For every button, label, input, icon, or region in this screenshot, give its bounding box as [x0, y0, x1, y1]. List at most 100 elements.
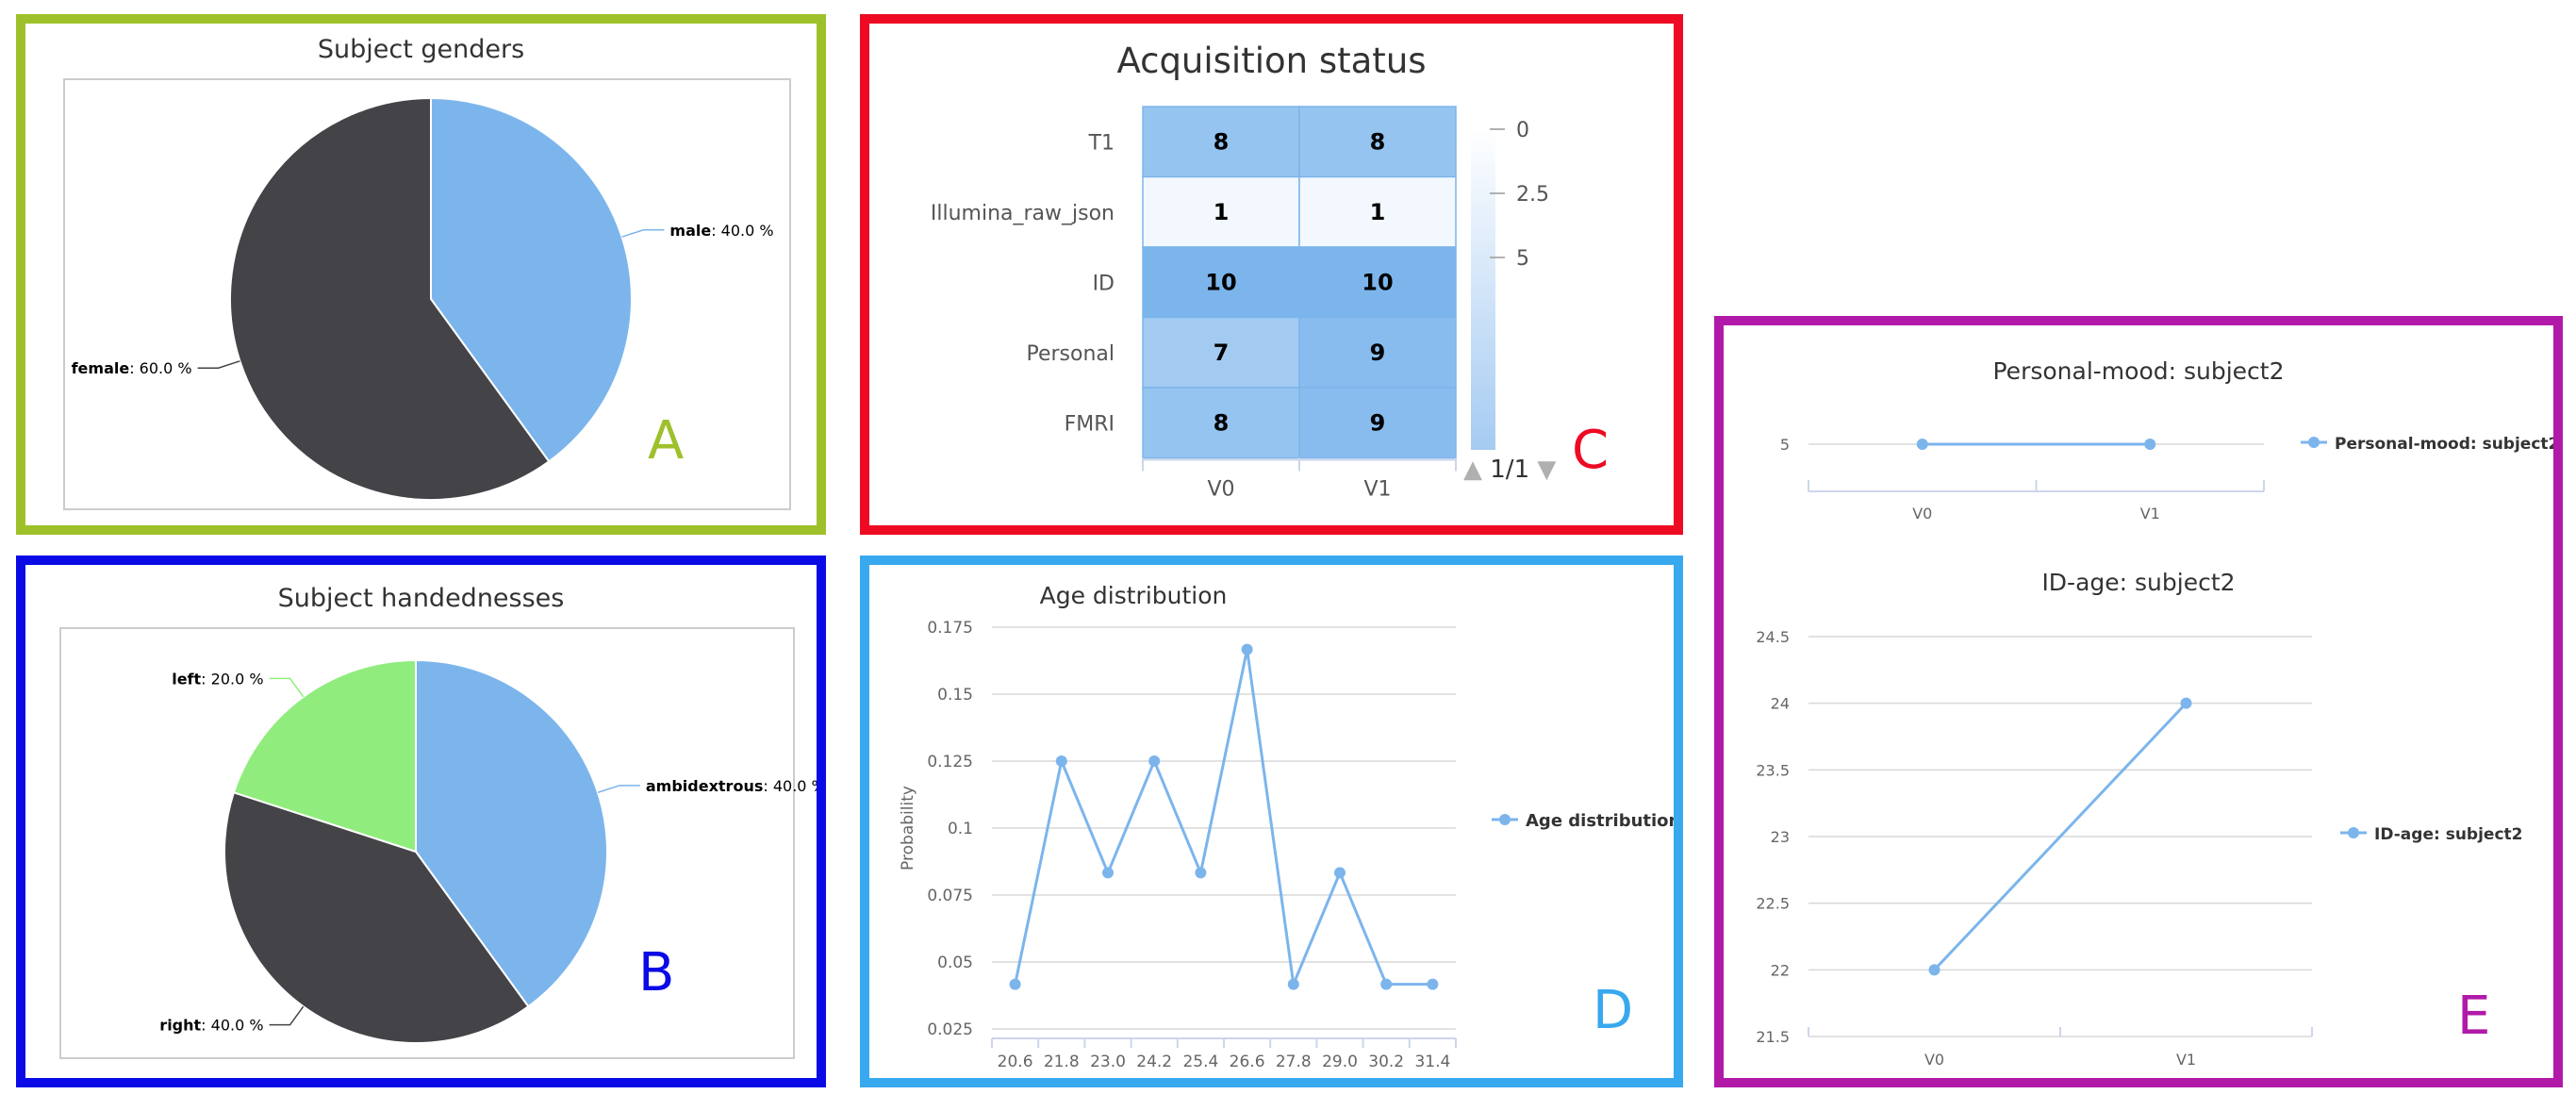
panel-letter: C: [1572, 420, 1610, 481]
panel-letter: D: [1593, 980, 1634, 1041]
data-label: left: 20.0 %: [172, 670, 263, 688]
data-point: [1009, 978, 1021, 990]
heatmap-cell: [1298, 106, 1457, 178]
panel-c: Acquisition status T1 8 8 Illumina_raw_json…: [860, 14, 1683, 535]
data-label-connector: [269, 677, 305, 698]
data-label: ambidextrous: 40.0 %: [646, 777, 817, 795]
y-tick-label: 23: [1771, 828, 1790, 846]
chart-title: ID-age: subject2: [2041, 569, 2236, 596]
row-label: Personal: [1026, 342, 1115, 366]
legend-marker: [1499, 814, 1511, 825]
data-point: [1916, 439, 1928, 450]
page-indicator: 1/1: [1490, 456, 1530, 484]
data-point: [1148, 755, 1161, 767]
x-tick-label: 20.6: [998, 1053, 1033, 1071]
legend-label: ID-age: subject2: [2374, 825, 2522, 844]
data-point: [1427, 978, 1439, 990]
x-tick-label: 27.8: [1276, 1053, 1312, 1071]
x-tick-label: 31.4: [1414, 1053, 1450, 1071]
cell-value: 9: [1370, 340, 1386, 366]
page-up-arrow-icon[interactable]: ▲: [1463, 456, 1482, 484]
chart-title: Age distribution: [1039, 582, 1228, 609]
y-tick-label: 24: [1771, 695, 1790, 713]
data-point: [1055, 755, 1067, 767]
y-tick-label: 23.5: [1756, 761, 1790, 779]
panel-letter: E: [2457, 986, 2491, 1047]
cell-value: 10: [1205, 269, 1236, 295]
heatmap-cell: [1298, 387, 1457, 459]
heatmap-cell: [1142, 316, 1300, 389]
y-tick-label: 0.175: [927, 619, 973, 638]
data-label: right: 40.0 %: [159, 1017, 263, 1035]
color-axis-bar: [1471, 129, 1495, 450]
acquisition-heatmap: T1 8 8 Illumina_raw_json 1 1 ID 10 10 Personal 7 9 F…: [931, 106, 1549, 502]
y-tick-label: 24.5: [1756, 628, 1790, 646]
color-axis-label: 2.5: [1516, 183, 1549, 207]
heatmap-cell: [1298, 316, 1457, 389]
x-tick-label: 29.0: [1322, 1053, 1358, 1071]
heatmap-cell: [1142, 387, 1300, 459]
panel-letter: B: [638, 942, 675, 1003]
cell-value: 1: [1214, 199, 1230, 225]
pie-slice: [415, 658, 608, 1008]
data-point: [2144, 439, 2156, 450]
data-label-connector: [597, 785, 640, 793]
y-tick-label: 0.1: [948, 820, 973, 838]
x-tick-label: V0: [1924, 1051, 1944, 1069]
data-label: male: 40.0 %: [669, 222, 773, 240]
x-tick-label: 23.0: [1090, 1053, 1126, 1071]
x-tick-label: 21.8: [1044, 1053, 1080, 1071]
cell-value: 8: [1370, 128, 1386, 155]
y-axis-label: Probability: [899, 786, 917, 871]
data-label: female: 60.0 %: [72, 359, 192, 377]
series-line: [1933, 702, 2188, 971]
panel-b: Subject handednesses ambidextrous: 40.0 …: [16, 556, 826, 1087]
legend-marker: [2348, 827, 2359, 838]
legend-label: Personal-mood: subject2: [2335, 435, 2553, 454]
panel-e: Personal-mood: subject2 ID-age: subject2…: [1714, 316, 2563, 1087]
heatmap-cell: [1142, 106, 1300, 178]
plot-frame: [63, 78, 791, 510]
panel-d: Age distribution 0.025 0.05 0.075 0.1 0.125 0…: [860, 556, 1683, 1087]
legend-label: Age distribution: [1526, 811, 1674, 831]
subject2-line-charts: 5 V0 V1 Personal-mood: subject2 21.5 22 22.5 23…: [1756, 435, 2553, 1069]
data-point: [1195, 867, 1207, 879]
legend-pagination: ▲ 1/1 ▼: [1463, 456, 1556, 484]
data-point: [1334, 867, 1346, 879]
data-label-connector: [197, 360, 240, 369]
plot-frame: [59, 627, 795, 1059]
cell-value: 9: [1370, 409, 1386, 436]
data-point: [2180, 697, 2192, 709]
y-tick-label: 0.05: [937, 953, 973, 972]
heatmap-cell: [1298, 246, 1457, 319]
data-point: [1241, 643, 1253, 655]
gender-pie-chart: male: 40.0 % female: 60.0 %: [72, 96, 774, 501]
cell-value: 8: [1214, 128, 1230, 155]
x-tick-label: 24.2: [1136, 1053, 1172, 1071]
data-point: [1287, 978, 1299, 990]
y-tick-label: 0.15: [937, 686, 973, 705]
column-label: V0: [1207, 478, 1234, 502]
page-down-arrow-icon[interactable]: ▼: [1537, 456, 1557, 484]
x-tick-label: 30.2: [1368, 1053, 1404, 1071]
y-tick-label: 22.5: [1756, 895, 1790, 913]
heatmap-cell: [1142, 175, 1300, 248]
y-tick-label: 22: [1771, 961, 1790, 979]
series-line: [1014, 649, 1433, 990]
chart-title: Subject handednesses: [277, 584, 565, 613]
x-tick-label: 26.6: [1230, 1053, 1265, 1071]
y-tick-label: 5: [1780, 436, 1790, 454]
panel-letter: A: [648, 410, 685, 472]
row-label: FMRI: [1065, 412, 1115, 436]
x-tick-label: V1: [2176, 1051, 2196, 1069]
color-axis-label: 0: [1516, 119, 1529, 142]
y-tick-label: 0.125: [927, 753, 973, 771]
x-tick-label: 25.4: [1182, 1053, 1218, 1071]
cell-value: 7: [1214, 340, 1230, 366]
y-tick-label: 0.075: [927, 887, 973, 905]
chart-title: Subject genders: [317, 35, 525, 64]
age-distribution-chart: 0.025 0.05 0.075 0.1 0.125 0.15 0.175 20.6 21.8 2…: [899, 619, 1674, 1071]
cell-value: 8: [1214, 409, 1230, 436]
chart-title: Acquisition status: [1116, 41, 1427, 81]
row-label: T1: [1088, 131, 1115, 155]
